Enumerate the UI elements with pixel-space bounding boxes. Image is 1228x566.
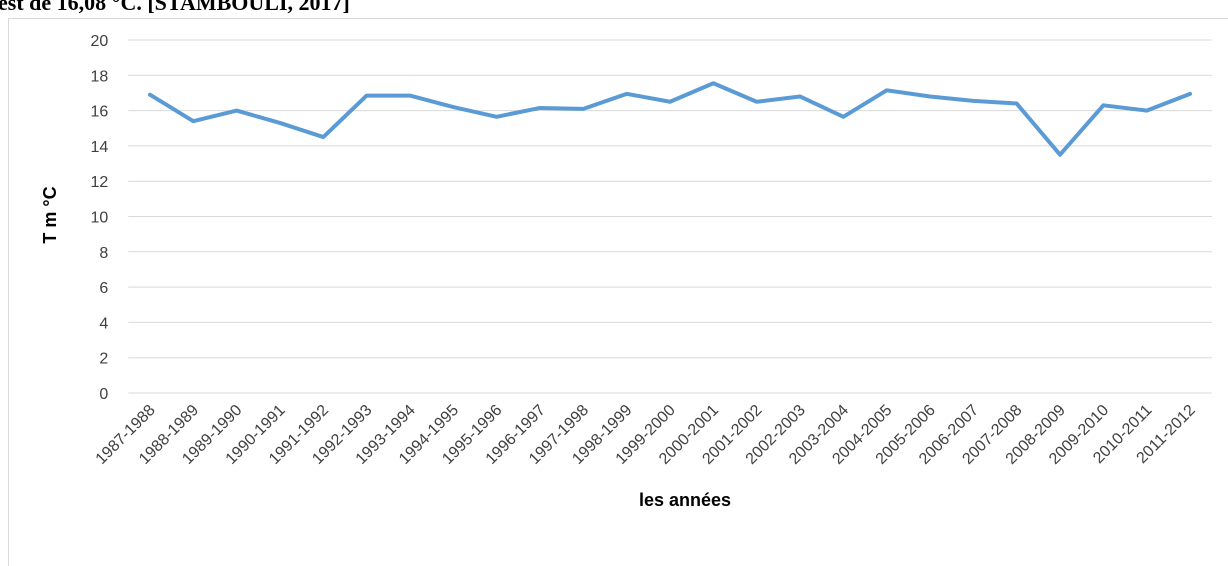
y-tick-label: 12 bbox=[91, 174, 109, 191]
y-tick-label: 14 bbox=[91, 139, 109, 156]
y-axis-title: T m °C bbox=[40, 186, 60, 243]
y-tick-label: 10 bbox=[91, 210, 109, 227]
chart-border bbox=[8, 18, 1228, 566]
x-axis-title: les années bbox=[639, 490, 731, 510]
data-line bbox=[147, 81, 1193, 157]
y-tick-label: 6 bbox=[99, 280, 108, 297]
caption: est de 16,08 °C. [STAMBOULI, 2017] bbox=[0, 0, 350, 15]
y-tick-label: 2 bbox=[99, 351, 108, 368]
y-tick-label: 18 bbox=[91, 68, 109, 85]
y-tick-label: 20 bbox=[91, 33, 109, 50]
y-tick-label: 8 bbox=[99, 245, 108, 262]
y-tick-label: 16 bbox=[91, 104, 109, 121]
y-tick-label: 4 bbox=[99, 315, 108, 332]
y-tick-label: 0 bbox=[99, 386, 108, 403]
